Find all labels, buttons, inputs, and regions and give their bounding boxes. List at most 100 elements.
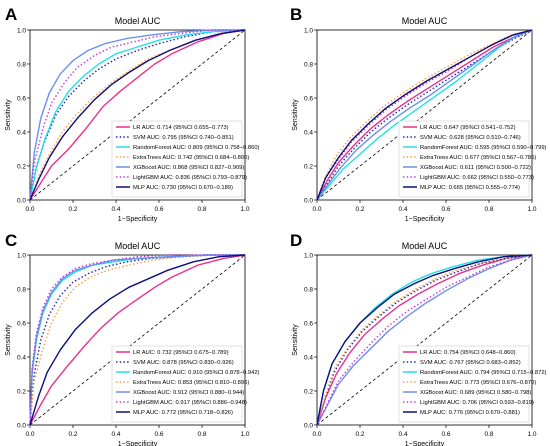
- x-tick-label: 0.6: [441, 206, 450, 213]
- legend-label: RandomForest AUC: 0.910 (95%CI 0.878−0.9…: [133, 370, 260, 376]
- x-tick-label: 0.0: [25, 431, 34, 438]
- y-tick-label: 0.2: [304, 163, 313, 170]
- legend-label: ExtraTrees AUC: 0.677 (95%CI 0.567−0.786…: [420, 155, 536, 161]
- panel-C: C Model AUC 0.0 0.2 0.4 0.6 0.8 1.0 0.0 0.2 0.4 0.6…: [5, 231, 260, 446]
- legend-label: MLP AUC: 0.776 (95%CI 0.670−0.881): [420, 410, 520, 416]
- y-tick-label: 1.0: [17, 27, 26, 34]
- y-tick-label: 0.6: [304, 95, 313, 102]
- y-tick-label: 1.0: [304, 252, 313, 259]
- chart-title: Model AUC: [402, 16, 448, 26]
- legend-box: [398, 120, 530, 198]
- y-tick-label: 0.8: [17, 286, 26, 293]
- chart-title: Model AUC: [402, 241, 448, 251]
- y-tick-label: 0.2: [17, 388, 26, 395]
- roc-line-extratrees: [316, 254, 533, 426]
- reference-diagonal: [316, 29, 533, 201]
- y-tick-label: 0.8: [17, 61, 26, 68]
- panel-letter: B: [290, 5, 302, 24]
- y-tick-label: 1.0: [304, 27, 313, 34]
- legend-label: ExtraTrees AUC: 0.853 (95%CI 0.810−0.896…: [133, 380, 249, 386]
- x-tick-label: 0.8: [197, 206, 206, 213]
- roc-line-svm: [29, 29, 246, 201]
- x-axis-label: 1−Specificity: [405, 216, 445, 223]
- legend-label: SVM AUC: 0.628 (95%CI 0.510−0.746): [420, 135, 521, 141]
- legend-box: [398, 345, 530, 423]
- panel-A: A Model AUC 0.0 0.2 0.4 0.6 0.8 1.0 0.0 0.2 0.4 0.6…: [5, 5, 260, 223]
- roc-line-mlp: [29, 254, 246, 426]
- legend-box: [111, 120, 243, 198]
- legend-box: [111, 345, 243, 423]
- chart-title: Model AUC: [115, 16, 161, 26]
- x-tick-label: 0.4: [398, 431, 407, 438]
- y-tick-label: 0.4: [17, 354, 26, 361]
- x-tick-label: 0.8: [484, 431, 493, 438]
- legend-label: XGBoost AUC: 0.611 (95%CI 0.500−0.722): [420, 165, 531, 171]
- plot-frame: [29, 29, 246, 201]
- panel-letter: C: [5, 231, 17, 250]
- x-tick-label: 0.2: [355, 206, 364, 213]
- y-tick-label: 0.6: [17, 95, 26, 102]
- legend-label: LR AUC: 0.647 (95%CI 0.541−0.752): [420, 125, 516, 131]
- x-tick-label: 1.0: [240, 431, 249, 438]
- legend-label: RandomForest AUC: 0.595 (95%CI 0.590−0.7…: [420, 145, 547, 151]
- roc-line-mlp: [29, 29, 246, 201]
- x-tick-label: 0.2: [355, 431, 364, 438]
- y-tick-label: 0.4: [304, 129, 313, 136]
- y-tick-label: 0.8: [304, 286, 313, 293]
- legend-label: SVM AUC: 0.767 (95%CI 0.683−0.852): [420, 360, 521, 366]
- x-tick-label: 0.0: [312, 206, 321, 213]
- x-tick-label: 0.6: [154, 206, 163, 213]
- x-tick-label: 1.0: [527, 431, 536, 438]
- y-axis-label: Sensitivity: [5, 99, 12, 131]
- x-tick-label: 0.4: [111, 431, 120, 438]
- x-tick-label: 0.6: [441, 431, 450, 438]
- legend-label: ExtraTrees AUC: 0.742 (95%CI 0.684−0.800…: [133, 155, 249, 161]
- legend-label: SVM AUC: 0.878 (95%CI 0.830−0.926): [133, 360, 234, 366]
- y-tick-label: 0.6: [17, 320, 26, 327]
- roc-line-randomforest: [29, 29, 246, 201]
- x-tick-label: 0.6: [154, 431, 163, 438]
- y-tick-label: 0.0: [304, 422, 313, 429]
- y-axis-label: Sensitivity: [5, 324, 12, 356]
- y-tick-label: 1.0: [17, 252, 26, 259]
- legend-label: LightGBM AUC: 0.836 (95%CI 0.793−0.879): [133, 175, 247, 181]
- y-tick-label: 0.8: [304, 61, 313, 68]
- x-tick-label: 0.0: [25, 206, 34, 213]
- plot-frame: [29, 254, 246, 426]
- legend-label: XGBoost AUC: 0.689 (95%CI 0.580−0.798): [420, 390, 531, 396]
- legend-label: LR AUC: 0.754 (95%CI 0.648−0.860): [420, 350, 516, 356]
- roc-line-extratrees: [316, 29, 533, 201]
- x-tick-label: 1.0: [240, 206, 249, 213]
- roc-line-mlp: [316, 254, 533, 426]
- panel-B: B Model AUC 0.0 0.2 0.4 0.6 0.8 1.0 0.0 0.2 0.4 0.6…: [290, 5, 547, 223]
- legend-label: MLP AUC: 0.772 (95%CI 0.718−0.826): [133, 410, 233, 416]
- panel-D: D Model AUC 0.0 0.2 0.4 0.6 0.8 1.0 0.0 0.2 0.4 0.6…: [290, 231, 547, 446]
- legend-label: ExtraTrees AUC: 0.773 (95%CI 0.676−0.870…: [420, 380, 536, 386]
- roc-line-svm: [29, 254, 245, 426]
- roc-line-xgboost: [29, 29, 245, 201]
- legend-label: MLP AUC: 0.730 (95%CI 0.670−0.189): [133, 185, 233, 191]
- roc-line-xgboost: [316, 254, 533, 426]
- y-tick-label: 0.0: [17, 197, 26, 204]
- reference-diagonal: [29, 254, 246, 426]
- y-tick-label: 0.0: [304, 197, 313, 204]
- legend-label: RandomForest AUC: 0.794 (95%CI 0.715−0.8…: [420, 370, 547, 376]
- roc-line-lr: [29, 254, 246, 426]
- roc-line-lr: [316, 29, 533, 201]
- plot-frame: [316, 29, 533, 201]
- panel-letter: A: [5, 5, 17, 24]
- plot-frame: [316, 254, 533, 426]
- reference-diagonal: [316, 254, 533, 426]
- roc-line-lr: [29, 29, 246, 201]
- x-axis-label: 1−Specificity: [118, 216, 158, 223]
- x-tick-label: 0.4: [111, 206, 120, 213]
- legend-label: XGBoost AUC: 0.868 (95%CI 0.827−0.909): [133, 165, 244, 171]
- y-tick-label: 0.6: [304, 320, 313, 327]
- y-tick-label: 0.4: [17, 129, 26, 136]
- y-axis-label: Sensitivity: [292, 99, 299, 131]
- roc-line-xgboost: [316, 29, 533, 201]
- x-tick-label: 0.2: [68, 431, 77, 438]
- legend-label: MLP AUC: 0.665 (95%CI 0.555−0.774): [420, 185, 520, 191]
- reference-diagonal: [29, 29, 246, 201]
